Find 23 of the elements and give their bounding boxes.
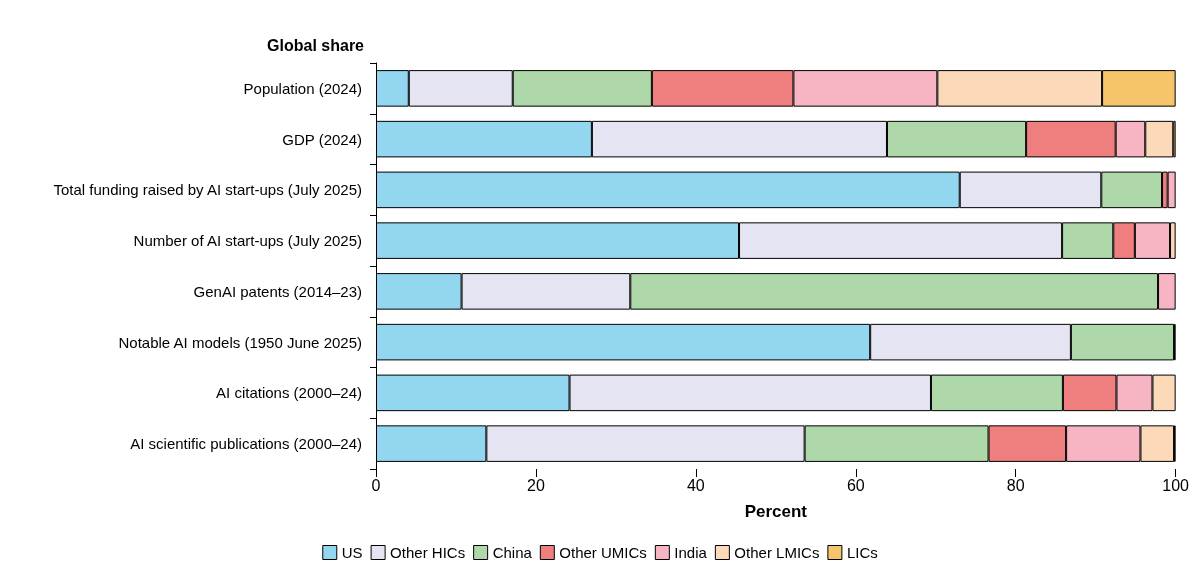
legend-label: China xyxy=(492,544,533,561)
x-axis-title: Percent xyxy=(744,502,808,521)
y-tick-label: GenAI patents (2014–23) xyxy=(193,282,362,300)
legend-label: Other HICs xyxy=(390,544,466,561)
y-tick-label: GDP (2024) xyxy=(282,130,362,148)
y-tick-label: Number of AI start-ups (July 2025) xyxy=(133,232,362,250)
x-tick-label: 80 xyxy=(1006,476,1025,494)
legend-label: India xyxy=(674,544,708,561)
legend-label: US xyxy=(341,544,363,561)
x-tick-label: 0 xyxy=(371,476,381,494)
legend-label: Other LMICs xyxy=(734,544,820,561)
y-tick-label: Notable AI models (1950 June 2025) xyxy=(118,333,362,351)
x-tick-label: 100 xyxy=(1162,476,1190,494)
legend-label: Other UMICs xyxy=(559,544,647,561)
y-tick-label: AI scientific publications (2000–24) xyxy=(130,435,362,453)
x-tick-label: 20 xyxy=(527,476,545,494)
legend-label: LICs xyxy=(846,544,878,561)
y-tick-label: Population (2024) xyxy=(243,79,362,97)
y-axis-title: Global share xyxy=(267,36,365,54)
y-tick-label: AI citations (2000–24) xyxy=(216,384,362,402)
x-tick-label: 60 xyxy=(846,476,865,494)
x-tick-label: 40 xyxy=(686,476,705,494)
y-tick-label: Total funding raised by AI start-ups (July 2025) xyxy=(53,181,362,199)
